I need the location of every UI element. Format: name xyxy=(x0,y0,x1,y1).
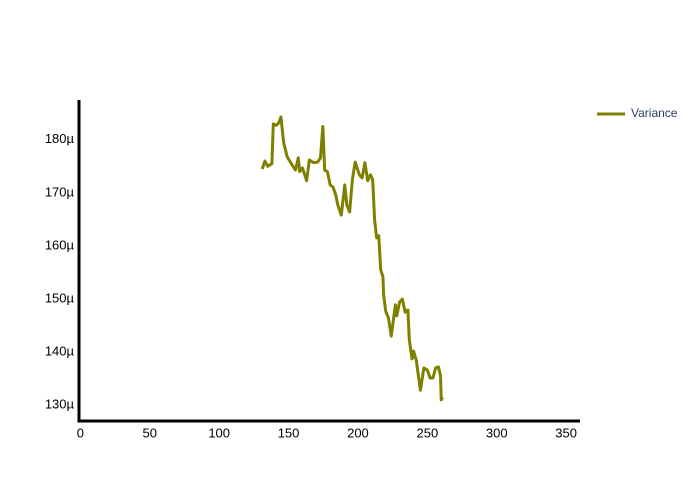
x-tick-label: 100 xyxy=(208,425,230,440)
x-tick-label: 250 xyxy=(416,425,438,440)
y-tick-label: 140µ xyxy=(45,343,75,358)
legend-label: Variance xyxy=(631,106,678,120)
y-tick-label: 180µ xyxy=(45,131,75,146)
y-tick-label: 170µ xyxy=(45,184,75,199)
x-tick-label: 200 xyxy=(347,425,369,440)
y-tick-label: 160µ xyxy=(45,237,75,252)
y-tick-label: 130µ xyxy=(45,397,75,412)
x-tick-label: 150 xyxy=(278,425,300,440)
y-tick-label: 150µ xyxy=(45,290,75,305)
line-series xyxy=(260,115,444,402)
x-tick-label: 350 xyxy=(555,425,577,440)
x-tick-label: 300 xyxy=(486,425,508,440)
x-tick-label: 50 xyxy=(143,425,157,440)
x-tick-label: 0 xyxy=(77,425,84,440)
